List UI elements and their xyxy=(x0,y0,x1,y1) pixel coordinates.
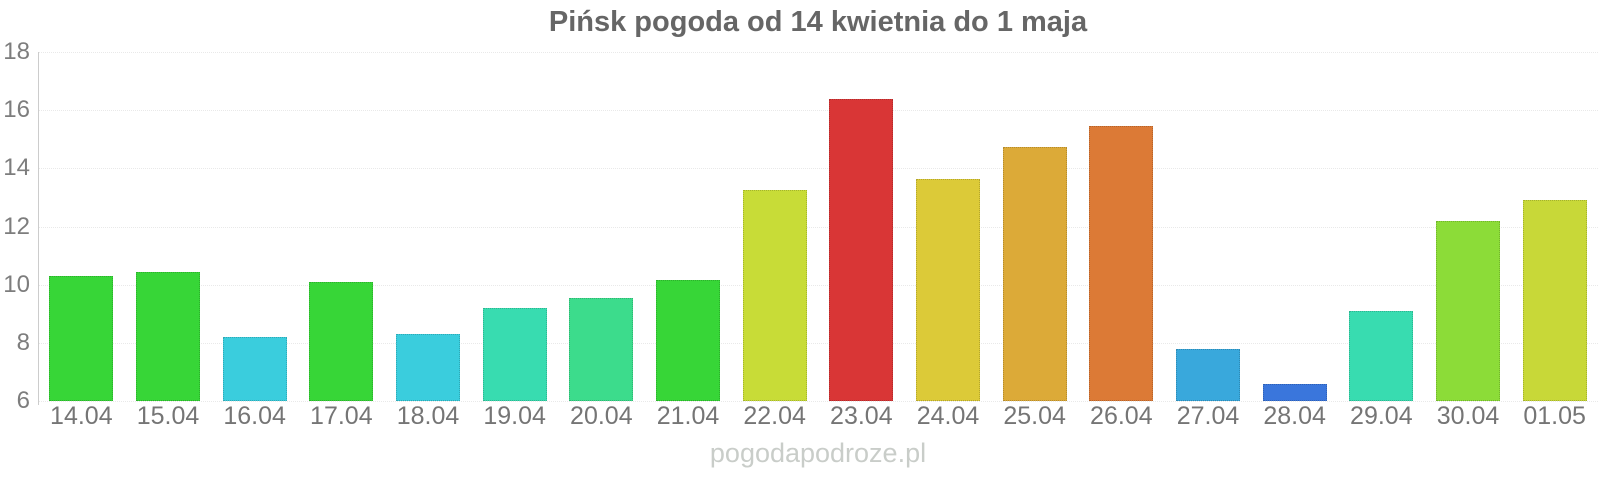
x-axis-label: 19.04 xyxy=(483,402,546,430)
x-axis-label: 26.04 xyxy=(1090,402,1153,430)
x-axis-label: 16.04 xyxy=(223,402,286,430)
x-axis-label: 23.04 xyxy=(830,402,893,430)
bar-26.04[interactable] xyxy=(1089,126,1154,401)
x-axis-label: 18.04 xyxy=(396,402,460,430)
x-axis-label: 27.04 xyxy=(1176,402,1240,430)
gridline xyxy=(38,226,1598,228)
bar-19.04[interactable] xyxy=(482,307,547,401)
y-axis-tick-label: 10 xyxy=(3,270,30,298)
chart-title: Pińsk pogoda od 14 kwietnia do 1 maja xyxy=(548,6,1088,38)
bar-01.05[interactable] xyxy=(1522,200,1587,401)
bar-20.04[interactable] xyxy=(569,297,634,401)
bar-14.04[interactable] xyxy=(49,275,114,401)
y-axis-tick-label: 16 xyxy=(3,96,30,124)
x-axis-label: 29.04 xyxy=(1350,402,1413,430)
gridline xyxy=(38,168,1598,170)
x-axis-label: 14.04 xyxy=(50,402,113,430)
gridline xyxy=(38,342,1598,344)
bar-25.04[interactable] xyxy=(1002,146,1067,401)
bar-21.04[interactable] xyxy=(656,280,720,401)
bar-17.04[interactable] xyxy=(309,281,374,401)
y-axis-tick-label: 14 xyxy=(3,154,30,182)
bar-28.04[interactable] xyxy=(1262,383,1327,401)
x-axis-label: 15.04 xyxy=(136,402,200,430)
x-axis-label: 28.04 xyxy=(1263,402,1326,430)
y-axis-tick-label: 8 xyxy=(16,328,30,356)
y-axis-line xyxy=(38,52,39,405)
bar-22.04[interactable] xyxy=(742,190,807,401)
watermark: pogodapodroze.pl xyxy=(709,438,927,468)
x-axis-label: 25.04 xyxy=(1003,402,1066,430)
gridline xyxy=(38,284,1598,286)
x-axis-label: 17.04 xyxy=(310,402,373,430)
y-axis-tick-label: 6 xyxy=(16,387,30,414)
y-axis-tick-label: 12 xyxy=(3,212,30,240)
gridline xyxy=(38,110,1598,112)
gridline xyxy=(38,401,1598,402)
x-axis-label: 20.04 xyxy=(570,402,633,430)
x-axis-label: 30.04 xyxy=(1436,402,1500,430)
x-axis-label: 22.04 xyxy=(743,402,806,430)
bar-16.04[interactable] xyxy=(222,337,287,401)
x-axis-label: 01.05 xyxy=(1523,402,1586,430)
gridline xyxy=(38,52,1598,53)
bar-30.04[interactable] xyxy=(1436,220,1500,401)
bar-15.04[interactable] xyxy=(136,271,200,401)
bar-24.04[interactable] xyxy=(916,178,980,401)
bar-18.04[interactable] xyxy=(396,334,460,401)
bar-29.04[interactable] xyxy=(1349,310,1414,401)
bar-23.04[interactable] xyxy=(829,98,894,401)
bar-27.04[interactable] xyxy=(1176,348,1240,401)
x-axis-label: 24.04 xyxy=(916,402,980,430)
y-axis-tick-label: 18 xyxy=(3,38,30,65)
x-axis-label: 21.04 xyxy=(656,402,720,430)
